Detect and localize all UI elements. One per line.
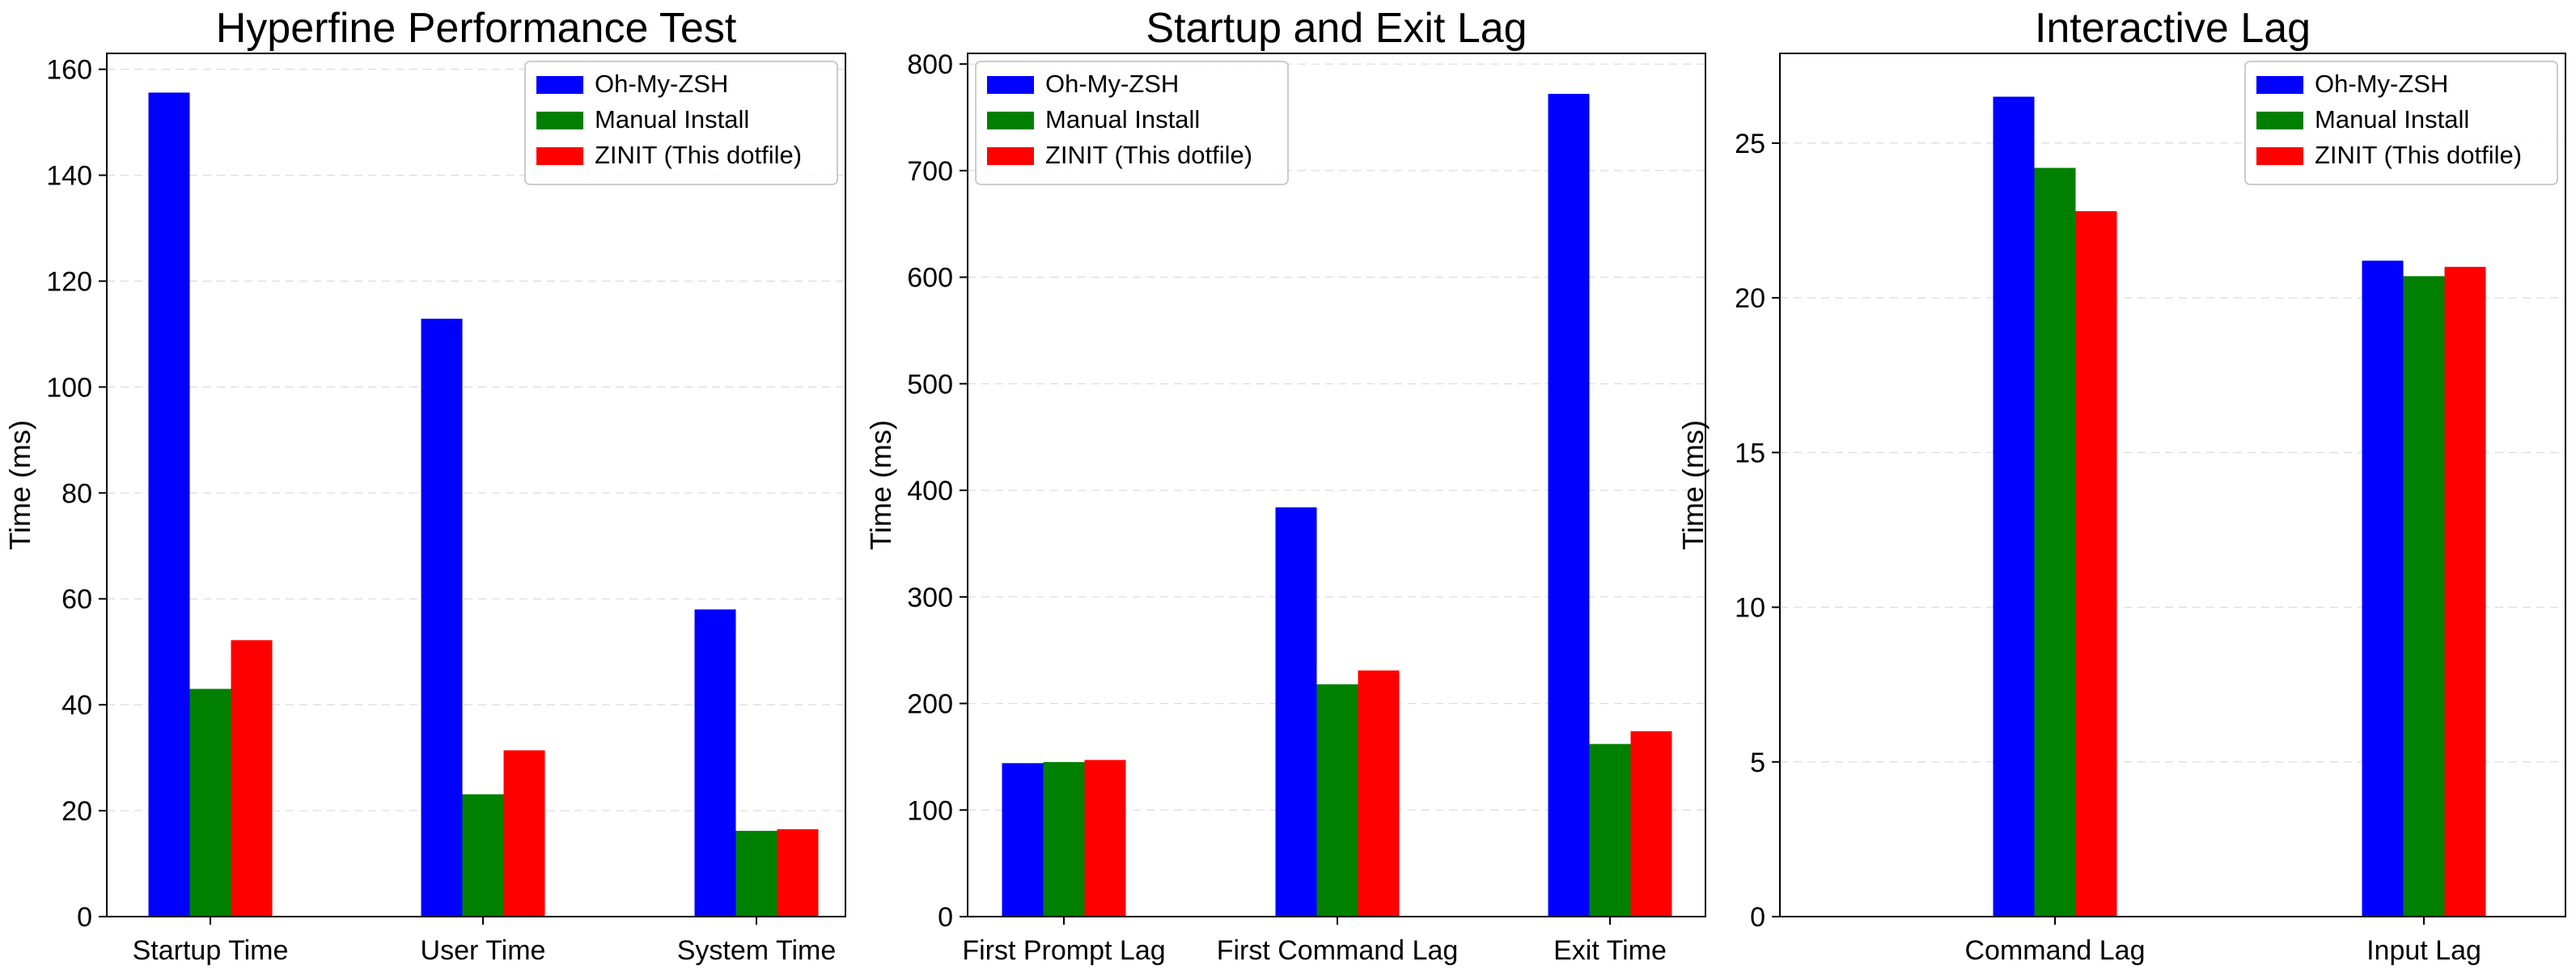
y-tick-label: 400 [907,476,953,506]
y-tick-label: 100 [46,372,92,403]
plot-frame [106,53,846,917]
bar [1316,684,1358,917]
legend-swatch [536,76,583,94]
y-tick-label: 200 [907,689,953,720]
y-tick-label: 700 [907,156,953,187]
legend-label: ZINIT (This dotfile) [2315,141,2522,169]
y-tick-label: 40 [61,690,92,721]
bar [2034,167,2076,917]
legend-label: Oh-My-ZSH [2315,70,2448,98]
y-tick-label: 800 [907,49,953,80]
bar [1630,731,1672,917]
bar [462,794,504,917]
bar [777,828,819,917]
bar [1358,670,1400,917]
x-tick-label: Startup Time [133,935,289,966]
legend-box [2244,61,2558,185]
legend-swatch [2256,76,2303,94]
legend-label: Oh-My-ZSH [1045,70,1179,98]
legend-swatch [987,76,1034,94]
y-tick-label: 600 [907,263,953,294]
y-tick-label: 100 [907,795,953,826]
bar [189,688,231,917]
legend-label: ZINIT (This dotfile) [595,141,802,169]
y-axis-label: Time (ms) [3,420,36,550]
bar [1002,763,1044,917]
legend-label: Manual Install [1045,105,1200,133]
y-tick-label: 140 [46,161,92,192]
y-axis-label: Time (ms) [864,420,897,550]
y-tick-label: 0 [1750,902,1765,933]
bar [2075,211,2117,917]
bar [1043,761,1085,917]
bar [421,318,463,917]
x-tick-label: System Time [677,935,836,966]
legend-label: Manual Install [595,105,749,133]
y-tick-label: 0 [77,902,92,933]
y-axis-label: Time (ms) [1676,420,1710,550]
legend-swatch [987,112,1034,129]
bar [1589,743,1631,917]
legend-swatch [2256,112,2303,129]
bar [148,92,190,917]
y-tick-label: 20 [1735,283,1765,314]
y-tick-label: 5 [1750,748,1765,778]
legend-swatch [2256,147,2303,165]
bar [1993,96,2035,917]
y-tick-label: 0 [938,902,953,933]
bar [694,609,736,917]
legend-box [975,61,1289,185]
bar [735,830,777,917]
bar [1275,507,1317,917]
y-tick-label: 300 [907,582,953,613]
bar [2403,276,2445,917]
x-tick-label: Input Lag [2366,935,2481,966]
y-tick-label: 80 [61,478,92,509]
chart-title: Startup and Exit Lag [1146,5,1527,52]
y-tick-label: 15 [1735,438,1765,468]
bar [503,750,545,917]
bar [231,640,273,917]
x-tick-label: First Prompt Lag [962,935,1165,966]
y-tick-label: 500 [907,369,953,400]
bar [1548,94,1590,917]
y-tick-label: 20 [61,796,92,827]
legend-swatch [536,112,583,129]
chart-title: Hyperfine Performance Test [216,5,737,52]
plot-frame [1779,53,2566,917]
x-tick-label: First Command Lag [1217,935,1459,966]
x-tick-label: User Time [421,935,546,966]
bar [2362,261,2404,917]
legend-label: Oh-My-ZSH [595,70,728,98]
x-tick-label: Exit Time [1553,935,1667,966]
y-tick-label: 25 [1735,129,1765,159]
legend-label: Manual Install [2315,105,2469,133]
x-tick-label: Command Lag [1964,935,2145,966]
legend-box [524,61,838,185]
y-tick-label: 60 [61,584,92,615]
legend-swatch [536,147,583,165]
legend-label: ZINIT (This dotfile) [1045,141,1252,169]
y-tick-label: 160 [46,55,92,86]
y-tick-label: 120 [46,266,92,297]
chart-title: Interactive Lag [2035,5,2311,52]
y-tick-label: 10 [1735,593,1765,624]
bar [1084,760,1126,917]
legend-swatch [987,147,1034,165]
bar [2444,266,2486,917]
